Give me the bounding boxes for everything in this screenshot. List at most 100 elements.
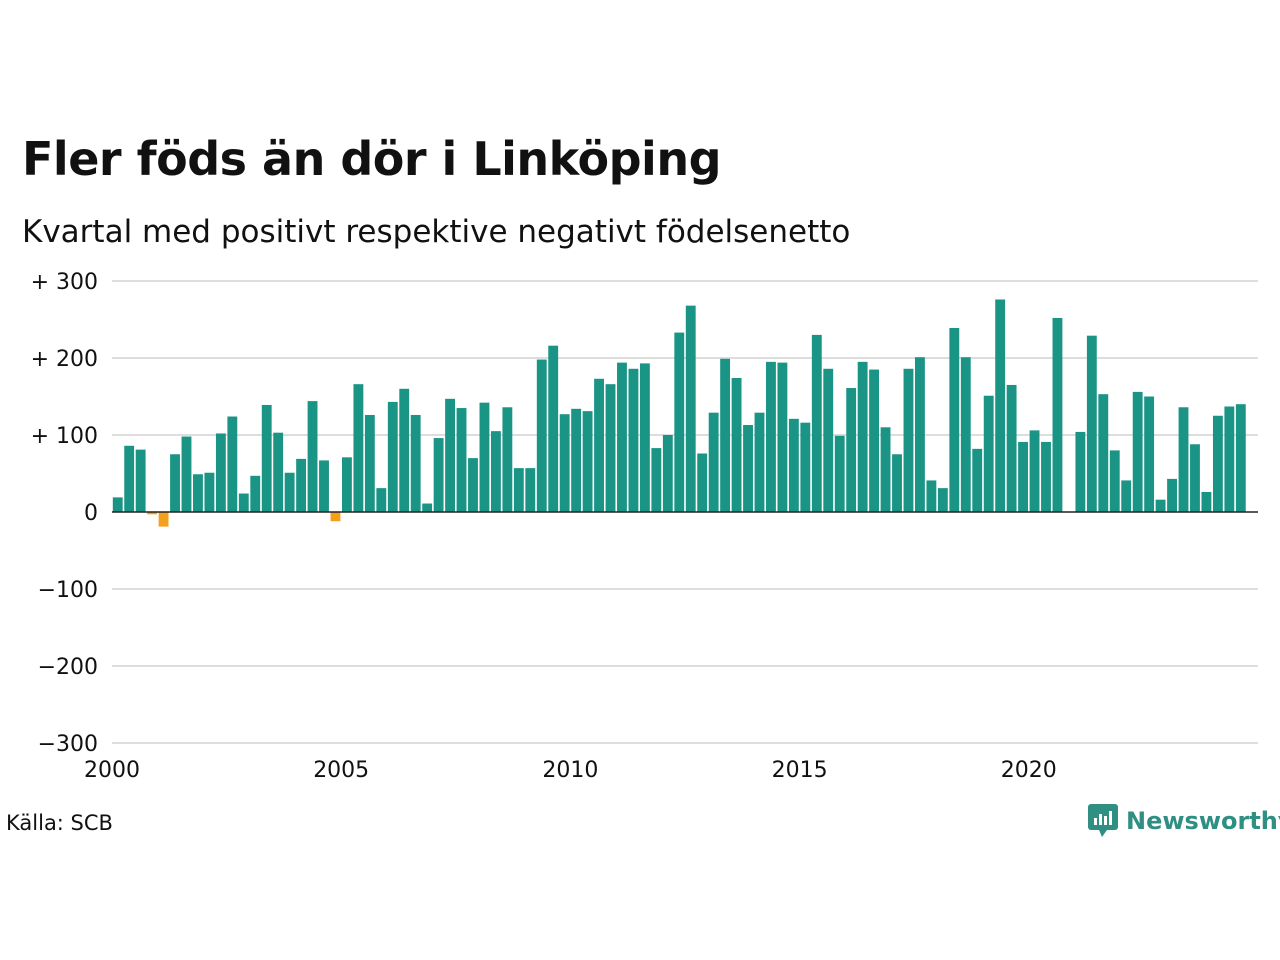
bar: [1109, 450, 1120, 512]
bar: [1006, 384, 1017, 512]
bar: [559, 414, 570, 512]
bar: [983, 395, 994, 512]
bar: [1201, 491, 1212, 512]
bar: [1052, 317, 1063, 512]
bar: [788, 418, 799, 512]
bar: [1121, 480, 1132, 512]
bar: [731, 378, 742, 512]
y-tick-label: 0: [84, 501, 98, 526]
x-tick-label: 2000: [84, 758, 140, 783]
x-tick-label: 2010: [542, 758, 598, 783]
bar: [548, 345, 559, 512]
bar: [193, 474, 203, 512]
bar: [387, 401, 398, 512]
bar: [204, 472, 215, 512]
bar: [1144, 396, 1155, 512]
bar: [995, 299, 1006, 512]
bar: [536, 359, 547, 512]
bar: [582, 411, 593, 512]
bar: [1212, 415, 1223, 512]
bar: [147, 512, 158, 515]
bar: [1132, 391, 1143, 512]
bar: [215, 433, 226, 512]
bar: [490, 431, 501, 512]
bar: [330, 512, 341, 522]
bar: [227, 416, 238, 512]
bar: [937, 488, 948, 512]
bar: [319, 460, 329, 512]
bar: [158, 512, 169, 527]
bar: [479, 402, 490, 512]
y-tick-label: −200: [38, 655, 98, 680]
bar: [170, 454, 180, 512]
bar: [1029, 430, 1040, 512]
bar: [364, 414, 375, 512]
chart-title: Fler föds än dör i Linköping: [22, 132, 722, 186]
bar: [135, 449, 146, 512]
bar: [456, 408, 467, 512]
bar: [915, 357, 925, 512]
bar: [766, 361, 776, 512]
y-tick-label: −300: [38, 732, 98, 757]
bar: [376, 488, 387, 512]
brand-name: Newsworthy: [1126, 807, 1280, 835]
y-tick-label: + 200: [31, 347, 98, 372]
bar: [628, 368, 639, 512]
bar: [857, 361, 868, 512]
bar: [720, 358, 731, 512]
bar: [433, 438, 444, 512]
bar: [1018, 441, 1028, 512]
bar: [1075, 431, 1086, 512]
bar: [571, 408, 582, 512]
bar: [880, 427, 891, 512]
bar: [846, 388, 857, 512]
bar: [353, 384, 364, 512]
source-note: Källa: SCB: [6, 811, 113, 835]
bar: [422, 503, 433, 512]
bar: [926, 480, 937, 512]
bar: [250, 475, 261, 512]
bar: [1098, 394, 1109, 512]
x-tick-label: 2005: [313, 758, 369, 783]
bar: [112, 497, 123, 512]
bar: [685, 305, 696, 512]
bar: [892, 454, 902, 512]
bar: [800, 422, 811, 512]
bar: [307, 401, 318, 512]
y-tick-label: −100: [38, 578, 98, 603]
bar: [273, 432, 284, 512]
bar: [445, 398, 455, 512]
bar: [949, 327, 960, 512]
bar: [754, 412, 765, 512]
bar: [525, 468, 536, 512]
bar: [743, 424, 753, 512]
bar: [410, 414, 421, 512]
bar: [594, 378, 604, 512]
bar: [697, 453, 708, 512]
bar: [342, 457, 352, 512]
bar: [399, 388, 410, 512]
y-tick-label: + 100: [31, 424, 98, 449]
x-tick-label: 2015: [772, 758, 828, 783]
bar: [1190, 444, 1200, 512]
y-tick-label: + 300: [31, 270, 98, 295]
bar: [674, 332, 685, 512]
bar: [1155, 499, 1166, 512]
bar: [605, 384, 616, 512]
bar: [1086, 335, 1097, 512]
bar: [823, 368, 834, 512]
bar: [284, 472, 295, 512]
bar: [960, 357, 971, 512]
bar: [834, 435, 845, 512]
bar: [1178, 407, 1189, 512]
bar: [869, 369, 880, 512]
bar: [811, 334, 822, 512]
bar: [972, 448, 983, 512]
x-tick-label: 2020: [1001, 758, 1057, 783]
bar: [1041, 441, 1051, 512]
bar: [124, 445, 135, 512]
bar: [1235, 404, 1246, 512]
bar: [617, 362, 627, 512]
bar: [662, 435, 673, 512]
